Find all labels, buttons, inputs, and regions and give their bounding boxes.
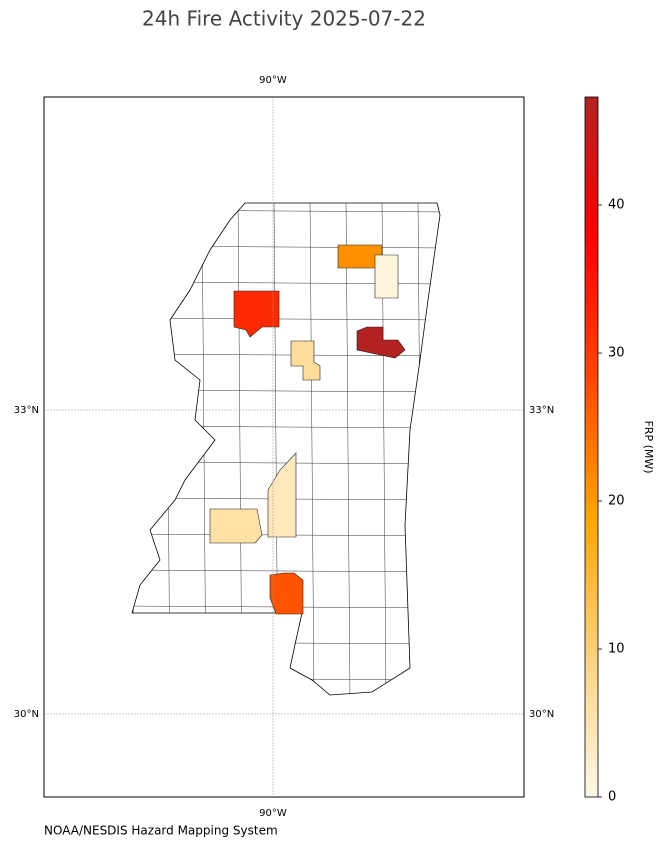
fire-county: [290, 340, 321, 381]
fire-county: [267, 452, 297, 538]
state-outline: [131, 202, 441, 696]
fire-counties: [209, 244, 406, 615]
fire-county: [269, 572, 304, 615]
lat-label: 33°N: [529, 405, 554, 416]
lat-label: 33°N: [14, 405, 39, 416]
colorbar-label: FRP (MW): [642, 420, 655, 473]
lon-label: 90°W: [259, 808, 287, 819]
colorbar-axis: 0 10 20 30 40: [598, 198, 625, 805]
colorbar-tick-label: 30: [608, 346, 625, 361]
county-border: [132, 569, 440, 573]
lat-label: 30°N: [529, 709, 554, 720]
colorbar-tick-label: 0: [608, 790, 616, 805]
county-border: [132, 317, 440, 321]
map-title: 24h Fire Activity 2025-07-22: [142, 7, 426, 31]
fire-county: [233, 290, 280, 338]
graticule: 90°W 90°W 33°N 33°N 30°N 30°N: [14, 75, 554, 819]
lon-label: 90°W: [259, 75, 287, 86]
colorbar: [584, 96, 599, 798]
fire-county: [209, 508, 263, 544]
footer: NOAA/NESDIS Hazard Mapping System: [44, 824, 278, 838]
colorbar-tick-label: 10: [608, 642, 625, 657]
map-frame: [43, 96, 525, 798]
colorbar-tick-label: 20: [608, 494, 625, 509]
lat-label: 30°N: [14, 709, 39, 720]
colorbar-tick-label: 40: [608, 198, 625, 213]
fire-county: [356, 326, 406, 359]
fire-county: [374, 254, 399, 299]
